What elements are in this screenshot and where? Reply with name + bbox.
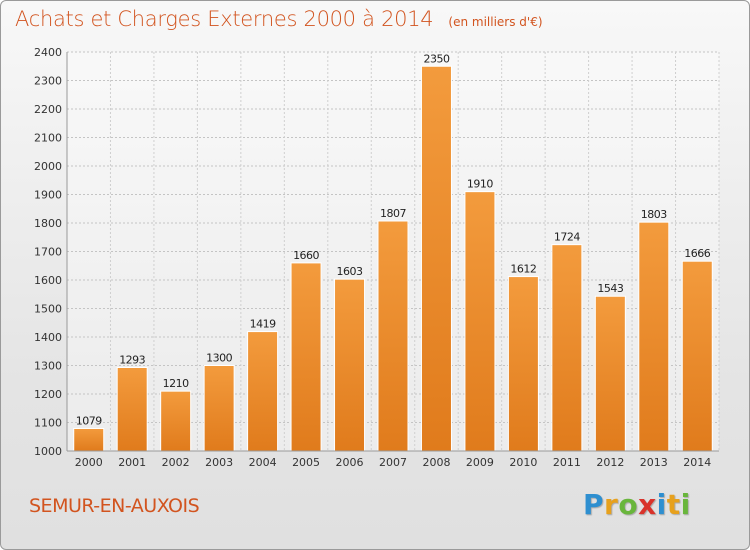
x-tick-label: 2012 bbox=[596, 456, 624, 469]
x-tick-label: 2002 bbox=[162, 456, 190, 469]
data-label: 1666 bbox=[684, 247, 710, 260]
y-tick-label: 2300 bbox=[34, 75, 62, 88]
logo-letter: o bbox=[618, 488, 639, 521]
data-label: 1603 bbox=[337, 265, 363, 278]
city-name: SEMUR-EN-AUXOIS bbox=[29, 495, 200, 517]
bar bbox=[160, 390, 192, 452]
logo-letter: i bbox=[656, 488, 667, 521]
y-tick-label: 2200 bbox=[34, 103, 62, 116]
y-tick-label: 1000 bbox=[34, 445, 62, 458]
x-tick-label: 2011 bbox=[553, 456, 581, 469]
y-tick-label: 1300 bbox=[34, 360, 62, 373]
y-tick-label: 1700 bbox=[34, 246, 62, 259]
bar bbox=[116, 366, 148, 452]
bar bbox=[681, 260, 713, 452]
data-label: 1293 bbox=[119, 353, 145, 366]
chart-title: Achats et Charges Externes 2000 à 2014 (… bbox=[15, 7, 543, 31]
y-tick-label: 2100 bbox=[34, 132, 62, 145]
y-tick-label: 1600 bbox=[34, 274, 62, 287]
bar bbox=[638, 221, 670, 452]
x-tick-label: 2010 bbox=[509, 456, 537, 469]
bar bbox=[420, 65, 452, 452]
proxiti-logo: Proxiti bbox=[583, 488, 691, 521]
data-label: 1803 bbox=[641, 208, 667, 221]
bar bbox=[247, 331, 279, 452]
logo-letter: P bbox=[583, 488, 605, 521]
x-tick-label: 2005 bbox=[292, 456, 320, 469]
y-tick-label: 1100 bbox=[34, 417, 62, 430]
title-text: Achats et Charges Externes 2000 à 2014 bbox=[15, 7, 434, 31]
data-label: 2350 bbox=[423, 52, 449, 65]
bar bbox=[551, 244, 583, 452]
bar bbox=[73, 427, 105, 452]
data-label: 1210 bbox=[163, 377, 189, 390]
y-tick-label: 1200 bbox=[34, 388, 62, 401]
x-tick-label: 2009 bbox=[466, 456, 494, 469]
data-label: 1419 bbox=[250, 318, 276, 331]
data-label: 1724 bbox=[554, 231, 580, 244]
data-label: 1807 bbox=[380, 207, 406, 220]
data-label: 1612 bbox=[510, 263, 536, 276]
x-tick-label: 2014 bbox=[683, 456, 711, 469]
unit-label: (en milliers d'€) bbox=[448, 15, 543, 29]
logo-letter: r bbox=[604, 488, 619, 521]
x-tick-label: 2001 bbox=[118, 456, 146, 469]
logo-letter: x bbox=[638, 488, 657, 521]
data-label: 1660 bbox=[293, 249, 319, 262]
data-label: 1079 bbox=[76, 414, 102, 427]
bar bbox=[290, 262, 322, 452]
logo-letter: t bbox=[666, 488, 681, 521]
axes: 1000 1100 1200 1300 1400 1500 1600 1700 1800 1900… bbox=[34, 46, 719, 469]
x-tick-label: 2008 bbox=[422, 456, 450, 469]
data-label: 1543 bbox=[597, 282, 623, 295]
x-tick-label: 2007 bbox=[379, 456, 407, 469]
x-tick-label: 2003 bbox=[205, 456, 233, 469]
y-tick-label: 1800 bbox=[34, 217, 62, 230]
x-tick-label: 2004 bbox=[249, 456, 277, 469]
logo-letter: i bbox=[680, 488, 691, 521]
bar bbox=[464, 191, 496, 452]
bar bbox=[203, 365, 235, 452]
data-label: 1910 bbox=[467, 178, 493, 191]
y-tick-label: 1400 bbox=[34, 331, 62, 344]
y-tick-label: 1500 bbox=[34, 303, 62, 316]
y-tick-label: 2400 bbox=[34, 46, 62, 59]
bar bbox=[594, 295, 626, 452]
bar bbox=[507, 276, 539, 452]
data-label: 1300 bbox=[206, 352, 232, 365]
bar bbox=[377, 220, 409, 452]
x-tick-label: 2006 bbox=[336, 456, 364, 469]
x-tick-label: 2000 bbox=[75, 456, 103, 469]
bars: 1079 1293 1210 1300 1419 1660 1603 1807 2350 1910… bbox=[73, 52, 713, 452]
y-tick-label: 1900 bbox=[34, 189, 62, 202]
y-tick-label: 2000 bbox=[34, 160, 62, 173]
x-tick-label: 2013 bbox=[640, 456, 668, 469]
bar bbox=[334, 278, 366, 452]
